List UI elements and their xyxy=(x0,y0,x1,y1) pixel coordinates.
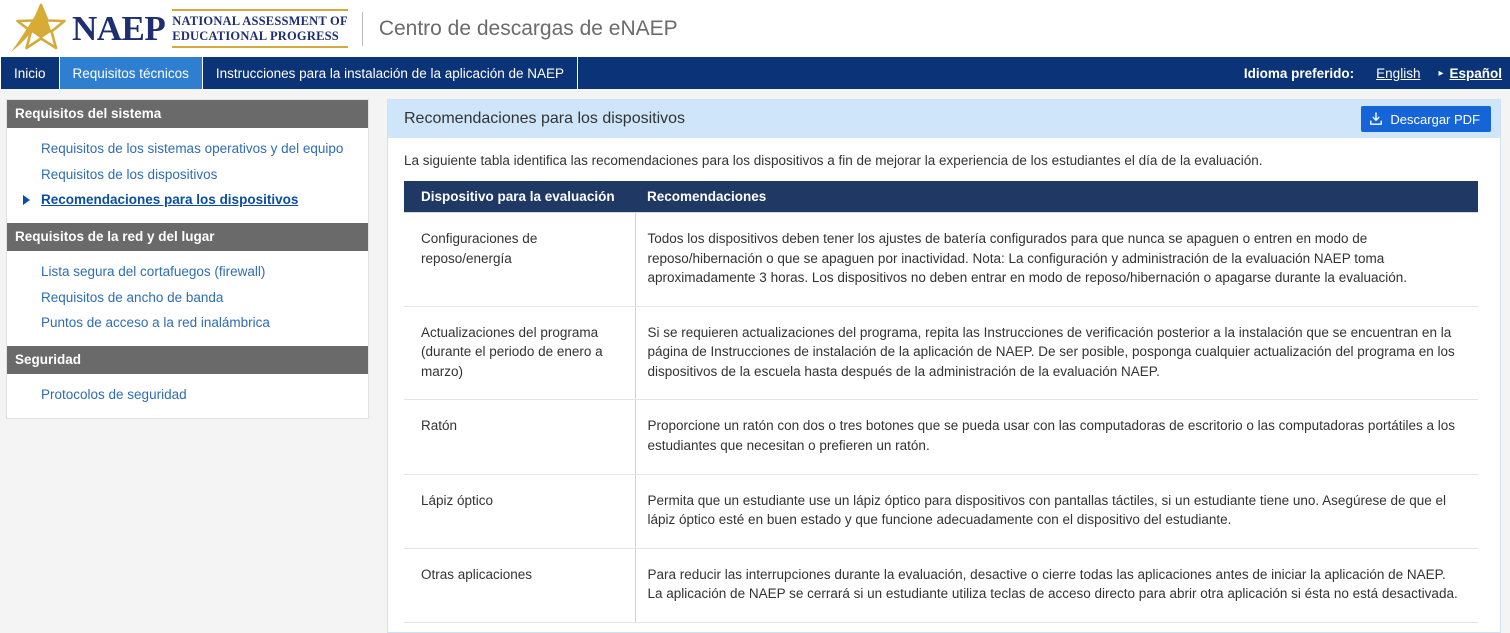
language-label: Idioma preferido: xyxy=(1243,65,1355,81)
sidebar-section-links-seguridad: Protocolos de seguridad xyxy=(7,374,368,418)
header-divider xyxy=(361,11,363,46)
sidebar-item-lista-segura-cortafuegos[interactable]: Lista segura del cortafuegos (firewall) xyxy=(41,264,266,280)
sidebar-section-links-requisitos-red-lugar: Lista segura del cortafuegos (firewall) … xyxy=(7,251,368,346)
star-icon xyxy=(11,3,66,52)
language-link-english[interactable]: English xyxy=(1376,65,1421,81)
cell-recommendation: Permita que un estudiante use un lápiz ó… xyxy=(635,474,1478,549)
naep-logo[interactable]: NAEP NATIONAL ASSESSMENT OF EDUCATIONAL … xyxy=(8,3,348,54)
column-header-device: Dispositivo para la evaluación xyxy=(404,181,635,213)
download-icon xyxy=(1370,112,1383,125)
page-title: Recomendaciones para los dispositivos xyxy=(404,110,686,127)
main-content-panel: Recomendaciones para los dispositivos De… xyxy=(387,99,1501,633)
sidebar-item-recomendaciones-dispositivos[interactable]: Recomendaciones para los dispositivos xyxy=(7,187,368,213)
table-row: Actualizaciones del programa (durante el… xyxy=(404,306,1478,401)
cell-recommendation: Proporcione un ratón con dos o tres boto… xyxy=(635,399,1478,475)
language-link-espanol[interactable]: Español xyxy=(1449,65,1502,81)
panel-intro-text: La siguiente tabla identifica las recome… xyxy=(404,153,1263,168)
sidebar-item-requisitos-dispositivos[interactable]: Requisitos de los dispositivos xyxy=(41,166,218,182)
panel-header: Recomendaciones para los dispositivos De… xyxy=(388,100,1500,138)
cell-device: Configuraciones de reposo/energía xyxy=(404,212,636,307)
naep-fullname-line2: EDUCATIONAL PROGRESS xyxy=(172,28,339,43)
table-row: Configuraciones de reposo/energía Todos … xyxy=(404,212,1478,307)
language-selector: Idioma preferido: English ▸ Español xyxy=(1244,57,1510,89)
table-body: Configuraciones de reposo/energía Todos … xyxy=(404,212,1478,623)
sidebar-section-links-requisitos-del-sistema: Requisitos de los sistemas operativos y … xyxy=(7,128,368,223)
naep-wordmark: NAEP NATIONAL ASSESSMENT OF EDUCATIONAL … xyxy=(72,6,348,52)
table-header-row: Dispositivo para la evaluación Recomenda… xyxy=(404,181,1478,213)
nav-tab-instrucciones-instalacion[interactable]: Instrucciones para la instalación de la … xyxy=(202,57,579,89)
cell-recommendation: Si se requieren actualizaciones del prog… xyxy=(635,306,1478,401)
column-header-recommendations: Recomendaciones xyxy=(635,181,1478,213)
triangle-right-icon xyxy=(23,195,30,206)
download-pdf-button[interactable]: Descargar PDF xyxy=(1361,106,1491,132)
cell-device: Actualizaciones del programa (durante el… xyxy=(404,306,636,401)
download-pdf-label: Descargar PDF xyxy=(1390,111,1480,127)
nav-tab-inicio[interactable]: Inicio xyxy=(0,57,60,89)
sidebar: Requisitos del sistema Requisitos de los… xyxy=(6,99,369,419)
naep-fullname-line1: NATIONAL ASSESSMENT OF xyxy=(172,13,348,28)
table-row: Otras aplicaciones Para reducir las inte… xyxy=(404,548,1478,623)
sidebar-section-title-requisitos-del-sistema: Requisitos del sistema xyxy=(7,100,368,129)
cell-recommendation: Para reducir las interrupciones durante … xyxy=(635,548,1478,623)
naep-fullname: NATIONAL ASSESSMENT OF EDUCATIONAL PROGR… xyxy=(172,8,348,49)
sidebar-item-protocolos-seguridad[interactable]: Protocolos de seguridad xyxy=(41,387,187,403)
sidebar-item-puntos-acceso-red-inalambrica[interactable]: Puntos de acceso a la red inalámbrica xyxy=(41,315,270,331)
site-title: Centro de descargas de eNAEP xyxy=(378,16,678,40)
naep-acronym: NAEP xyxy=(72,9,166,48)
table-row: Lápiz óptico Permita que un estudiante u… xyxy=(404,474,1478,549)
main-navigation: Inicio Requisitos técnicos Instrucciones… xyxy=(0,57,1510,89)
page-body: Requisitos del sistema Requisitos de los… xyxy=(0,89,1510,633)
app-header: NAEP NATIONAL ASSESSMENT OF EDUCATIONAL … xyxy=(0,0,1510,57)
cell-device: Otras aplicaciones xyxy=(404,548,636,623)
sidebar-item-requisitos-ancho-banda[interactable]: Requisitos de ancho de banda xyxy=(41,289,224,305)
cell-device: Lápiz óptico xyxy=(404,474,636,549)
recommendations-table-wrapper: Dispositivo para la evaluación Recomenda… xyxy=(388,181,1500,623)
table-row: Ratón Proporcione un ratón con dos o tre… xyxy=(404,399,1478,475)
sidebar-item-label: Recomendaciones para los dispositivos xyxy=(41,192,299,208)
sidebar-section-title-requisitos-red-lugar: Requisitos de la red y del lugar xyxy=(7,223,368,252)
chevron-right-icon: ▸ xyxy=(1438,67,1444,79)
table-header: Dispositivo para la evaluación Recomenda… xyxy=(404,181,1478,213)
recommendations-table: Dispositivo para la evaluación Recomenda… xyxy=(404,181,1478,623)
sidebar-section-title-seguridad: Seguridad xyxy=(7,346,368,375)
nav-tab-requisitos-tecnicos[interactable]: Requisitos técnicos xyxy=(59,57,203,89)
sidebar-item-requisitos-sistemas-operativos[interactable]: Requisitos de los sistemas operativos y … xyxy=(41,141,344,157)
cell-device: Ratón xyxy=(404,399,636,475)
cell-recommendation: Todos los dispositivos deben tener los a… xyxy=(635,212,1478,307)
